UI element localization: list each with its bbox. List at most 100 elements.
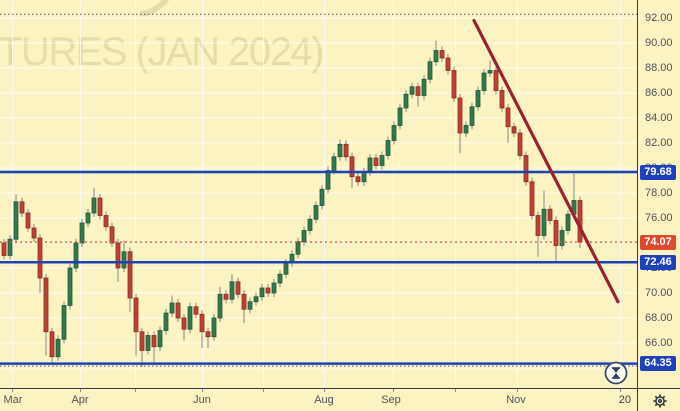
- candle-body: [319, 188, 325, 206]
- candle-body: [253, 296, 259, 303]
- candle-body: [43, 277, 49, 333]
- candle-body: [355, 176, 361, 183]
- candle-body: [271, 282, 277, 294]
- time-axis-label: Mar: [3, 394, 23, 406]
- time-axis-tick: [263, 389, 264, 392]
- candle-body: [493, 70, 499, 91]
- level-price-badge[interactable]: 79.68: [640, 164, 676, 180]
- candle-body: [499, 90, 505, 109]
- time-axis-tick: [324, 389, 325, 392]
- time-axis[interactable]: 20 Mar Apr Jun Aug Sep Nov: [0, 388, 637, 411]
- candle-body: [463, 125, 469, 134]
- time-axis-tick: [620, 389, 621, 392]
- level-price-badge[interactable]: 64.35: [640, 356, 676, 372]
- candle-body: [331, 156, 337, 171]
- candle-body: [295, 241, 301, 255]
- candle-body: [433, 50, 439, 63]
- price-axis-label: 90.00: [645, 37, 673, 49]
- candle-body: [445, 57, 451, 71]
- candle-body: [541, 208, 547, 236]
- descending-trendline[interactable]: [472, 18, 620, 304]
- price-axis-label: 84.00: [645, 112, 673, 124]
- gear-icon[interactable]: [652, 393, 668, 409]
- candle-body: [229, 281, 235, 300]
- candle-body: [31, 227, 37, 239]
- candle-body: [451, 70, 457, 99]
- candle-body: [301, 230, 307, 243]
- candle-body: [79, 222, 85, 244]
- time-axis-label: Jun: [193, 394, 211, 406]
- candle-body: [37, 237, 43, 279]
- price-axis-label: 88.00: [645, 62, 673, 74]
- candle-body: [535, 215, 541, 236]
- candle-body: [307, 218, 313, 231]
- last-price-badge[interactable]: 74.07: [640, 234, 676, 250]
- time-axis-tick: [12, 389, 13, 392]
- candle-body: [373, 157, 379, 166]
- candle-body: [481, 72, 487, 91]
- candle-body: [523, 155, 529, 183]
- candle-body: [235, 281, 241, 295]
- candle-body: [553, 220, 559, 246]
- candle-body: [283, 262, 289, 275]
- time-axis-tick: [455, 389, 456, 392]
- candle-body: [325, 170, 331, 190]
- candle-body: [385, 140, 391, 156]
- watermark-partial-glyph: [139, 0, 170, 16]
- candlestick-canvas: [0, 0, 637, 388]
- candle-body: [421, 78, 427, 96]
- chart-plot-area[interactable]: TURES (JAN 2024): [0, 0, 637, 388]
- candle-body: [265, 287, 271, 294]
- candle-body: [379, 155, 385, 166]
- candle-body: [457, 97, 463, 134]
- candle-body: [205, 331, 211, 338]
- candle-body: [217, 293, 223, 319]
- candle-body: [151, 335, 157, 348]
- candle-body: [193, 306, 199, 315]
- candle-body: [187, 306, 193, 330]
- candle-body: [97, 197, 103, 216]
- candle-body: [505, 107, 511, 128]
- price-axis-label: 86.00: [645, 87, 673, 99]
- candle-body: [337, 143, 343, 158]
- candle-body: [343, 143, 349, 158]
- time-axis-tick: [135, 389, 136, 392]
- candle-body: [19, 201, 25, 214]
- candle-body: [559, 230, 565, 246]
- level-price-badge[interactable]: 72.46: [640, 254, 676, 270]
- candle-body: [73, 242, 79, 269]
- time-axis-tick: [202, 389, 203, 392]
- candle-body: [145, 335, 151, 351]
- candle-body: [157, 330, 163, 348]
- candle-body: [1, 242, 7, 256]
- candle-body: [241, 293, 247, 310]
- price-axis-label: 70.00: [645, 287, 673, 299]
- market-closed-icon[interactable]: [603, 360, 629, 386]
- candle-body: [409, 86, 415, 95]
- candle-body: [7, 238, 13, 256]
- price-axis-label: 76.00: [645, 212, 673, 224]
- candle-body: [529, 181, 535, 216]
- candle-body: [397, 107, 403, 126]
- candle-body: [415, 86, 421, 96]
- time-axis-tick: [80, 389, 81, 392]
- candle-body: [127, 251, 133, 299]
- watermark-symbol-text: TURES (JAN 2024): [0, 30, 324, 74]
- candle-body: [175, 302, 181, 319]
- candle-body: [163, 312, 169, 331]
- candle-body: [85, 212, 91, 224]
- price-axis-label: 78.00: [645, 187, 673, 199]
- candle-body: [25, 212, 31, 229]
- time-axis-label: Apr: [71, 394, 89, 406]
- candle-body: [511, 126, 517, 134]
- candle-body: [109, 226, 115, 244]
- candle-body: [199, 313, 205, 333]
- price-axis[interactable]: 92.0090.0088.0086.0084.0082.0080.0078.00…: [637, 0, 680, 388]
- candle-body: [277, 273, 283, 284]
- candle-body: [517, 132, 523, 156]
- time-axis-year-label: 20: [618, 394, 631, 406]
- price-axis-label: 66.00: [645, 337, 673, 349]
- candle-body: [565, 213, 571, 231]
- candle-body: [103, 215, 109, 228]
